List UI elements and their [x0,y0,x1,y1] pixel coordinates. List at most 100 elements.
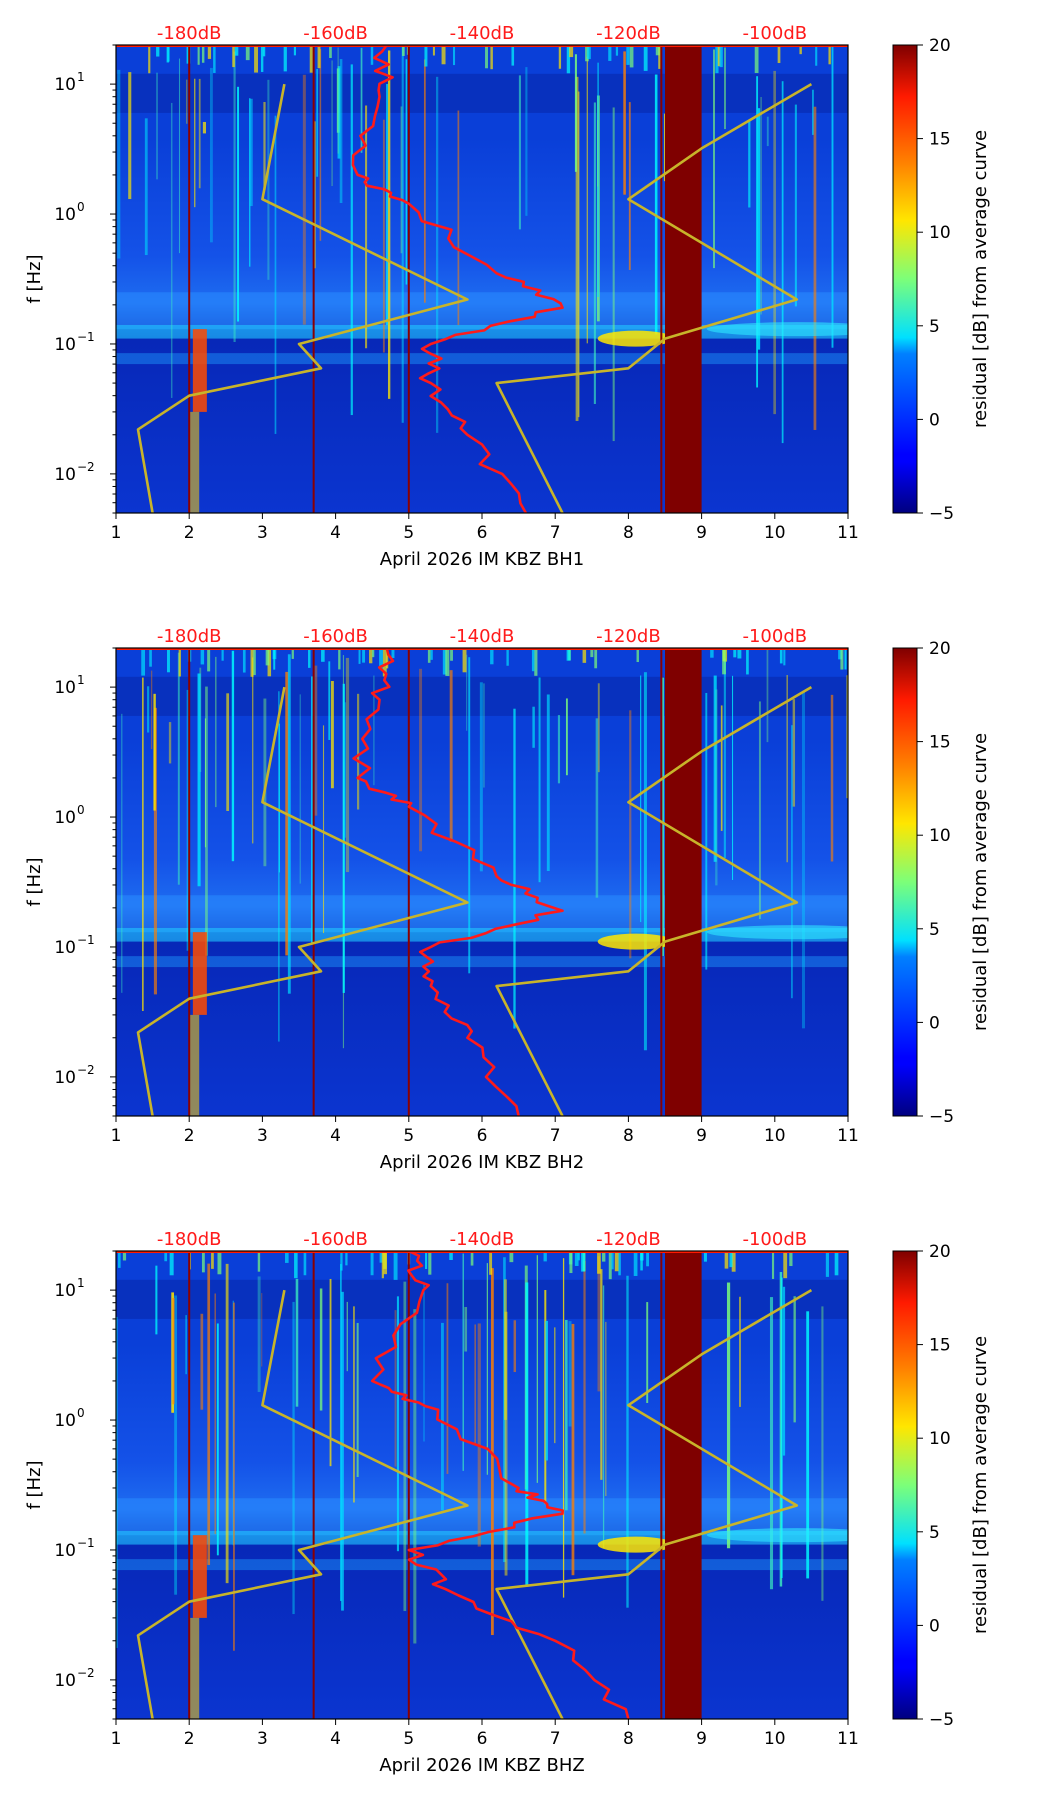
streak [342,683,345,993]
top-streak [253,649,256,676]
y-tick-exponent: −1 [77,1536,95,1550]
streak [462,1253,464,1471]
y-tick-label: 10 [54,1411,76,1431]
streak [153,707,157,995]
colorbar-tick-label: −5 [929,1107,954,1127]
top-streak [844,649,847,670]
streak [565,698,568,776]
streak [299,694,301,884]
colorbar-tick-label: 15 [929,733,951,753]
streak [793,1296,796,1423]
streak [267,79,270,280]
streak [204,718,207,848]
top-streak [640,1252,643,1271]
streak [205,686,208,956]
y-tick-label: 10 [54,465,76,485]
streak [773,70,776,415]
top-streak [285,1252,289,1263]
top-streak [424,46,428,67]
top-streak [840,649,844,670]
strong-streak [189,411,200,513]
streak [565,1320,568,1511]
colorbar [892,1250,918,1720]
streak [346,1301,348,1372]
streak [200,1313,204,1410]
streak [546,694,550,872]
strong-streak [192,1535,207,1618]
top-streak [149,649,152,667]
streak [172,1297,175,1405]
top-streak [200,649,205,665]
top-streak [574,1252,579,1266]
streak [623,51,626,195]
streak [197,673,201,887]
heatmap-background [116,1251,848,1719]
streak [780,1277,783,1579]
streak [121,713,123,993]
top-streak [294,1252,298,1279]
db-label: -140dB [450,23,515,44]
x-tick-label: 9 [696,1126,707,1146]
x-tick-label: 10 [764,523,786,543]
top-streak [724,1252,729,1269]
colorbar-tick-label: 20 [929,36,951,56]
streak [170,102,173,398]
top-streak [815,46,818,66]
top-streak [197,46,200,65]
y-tick-exponent: 0 [77,200,85,214]
top-streak [340,1252,343,1271]
x-tick-label: 11 [837,1126,859,1146]
streak [261,1293,263,1367]
colorbar-tick-label: 20 [929,1242,951,1262]
streak [513,1320,517,1373]
streak [568,1321,572,1427]
streak [724,47,726,130]
x-tick-label: 6 [477,1126,488,1146]
y-tick-base: 10 [54,938,76,958]
streak [781,81,784,444]
x-tick-label: 8 [623,523,634,543]
top-streak [608,46,612,61]
top-streak [250,649,254,677]
streak [141,677,144,1011]
top-streak [602,1252,606,1262]
yellow-curve-right [495,82,813,513]
colorbar-label: residual [dB] from average curve [970,1336,991,1634]
streak [337,66,341,159]
streak [449,670,453,842]
x-tick-label: 5 [403,1729,414,1749]
streak [513,708,516,1029]
plot-area [116,45,848,513]
streak [292,1301,295,1615]
streak [311,676,314,945]
streak [713,675,717,862]
top-streak [643,46,648,71]
top-streak [655,46,660,56]
db-label: -100dB [742,626,807,647]
streak [116,1316,118,1648]
streak [720,705,723,831]
x-tick-label: 1 [111,523,122,543]
noise-band [116,676,848,716]
streak [314,665,318,816]
hot-spot [706,322,848,337]
top-streak [308,649,311,668]
y-tick-base: 10 [54,808,76,828]
x-tick-label: 4 [330,1729,341,1749]
top-streak [345,1252,348,1266]
y-axis-label: f [Hz] [24,857,45,906]
streak [766,648,769,743]
streak [643,672,647,1051]
streak [600,1269,603,1480]
streak [629,710,632,959]
colorbar-tick-label: 15 [929,130,951,150]
streak [350,64,353,416]
x-tick-label: 4 [330,1126,341,1146]
y-tick-label: 10 [54,938,76,958]
top-streak [245,46,250,61]
colorbar-tick-label: 10 [929,223,951,243]
streak [758,701,761,920]
top-streak [703,1252,707,1262]
strong-streak [189,1014,200,1116]
top-streak [737,649,742,659]
